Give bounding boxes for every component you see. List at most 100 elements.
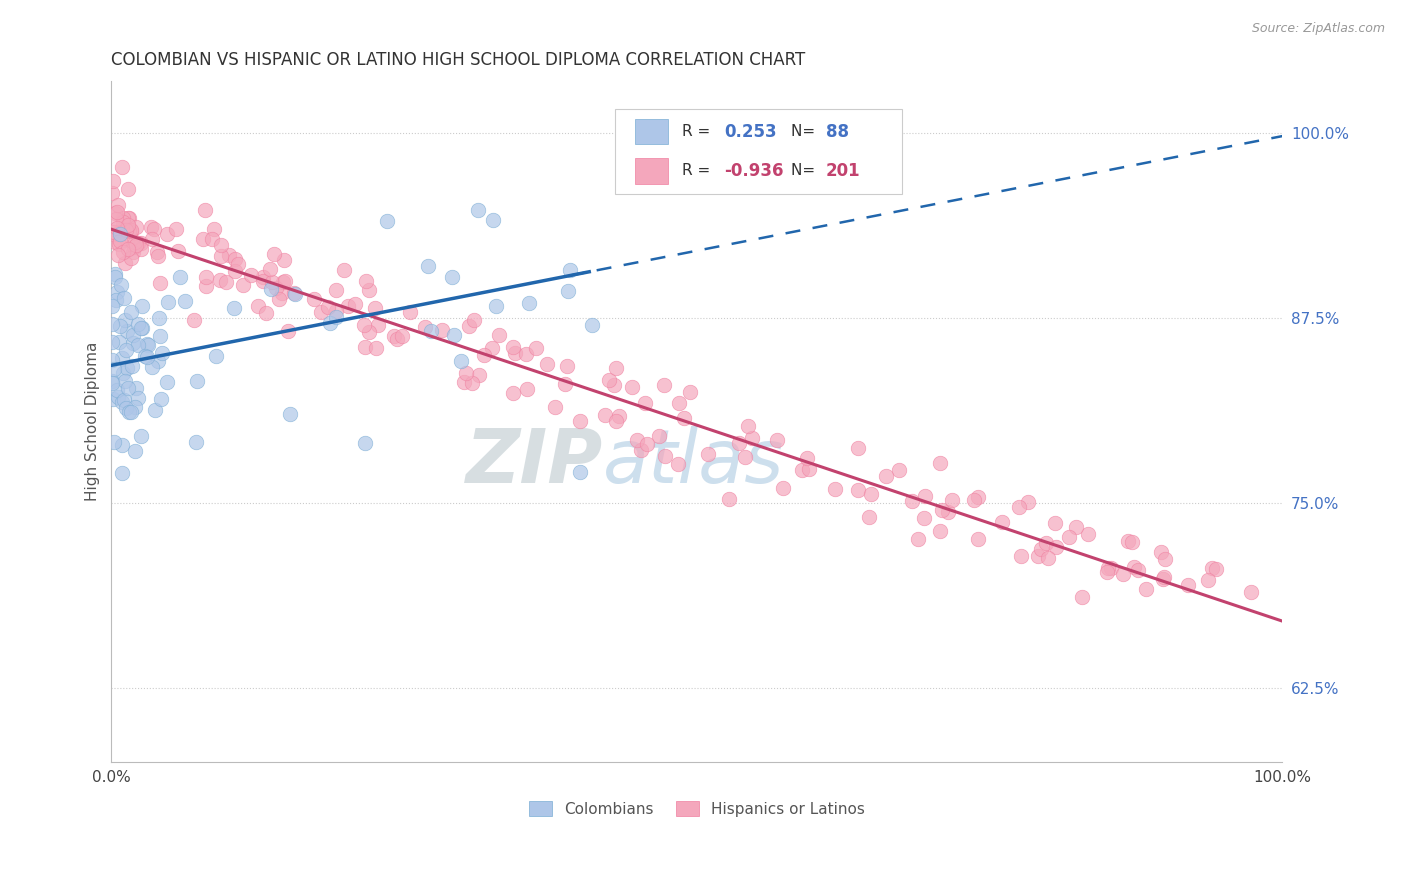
Point: [105, 205, 128, 219]
Point: [125, 220, 148, 235]
Point: [453, 375, 475, 389]
Point: [117, 242, 139, 256]
Point: [668, 396, 690, 410]
Text: 0.253: 0.253: [724, 122, 776, 141]
Point: [232, 277, 254, 292]
Point: [108, 318, 131, 333]
Point: [103, 392, 125, 407]
Point: [875, 469, 897, 483]
Point: [125, 381, 148, 395]
Point: [194, 278, 217, 293]
Point: [1064, 519, 1087, 533]
Point: [430, 323, 453, 337]
Point: [734, 450, 756, 464]
Point: [1150, 545, 1173, 559]
Point: [354, 274, 377, 288]
Point: [129, 429, 152, 443]
Text: Source: ZipAtlas.com: Source: ZipAtlas.com: [1251, 22, 1385, 36]
Point: [260, 276, 283, 290]
Point: [967, 491, 990, 505]
Point: [201, 232, 224, 246]
Point: [316, 300, 339, 314]
Point: [103, 225, 125, 239]
Point: [143, 403, 166, 417]
Point: [205, 349, 228, 363]
Point: [398, 305, 420, 319]
Point: [136, 338, 159, 352]
Point: [1045, 541, 1067, 555]
Point: [1153, 570, 1175, 584]
Point: [135, 351, 157, 365]
Point: [127, 338, 149, 352]
Point: [101, 299, 124, 313]
Point: [558, 263, 581, 277]
Point: [1135, 582, 1157, 596]
Point: [127, 236, 149, 251]
Point: [111, 215, 134, 229]
Point: [718, 491, 741, 506]
Point: [488, 328, 510, 343]
Point: [129, 321, 152, 335]
Text: N=: N=: [790, 124, 820, 139]
Point: [796, 451, 818, 466]
Point: [208, 272, 231, 286]
Point: [101, 186, 124, 201]
Point: [127, 391, 149, 405]
Point: [194, 269, 217, 284]
Point: [679, 385, 702, 400]
Point: [218, 248, 240, 262]
Point: [114, 343, 136, 358]
Point: [104, 205, 127, 219]
Point: [450, 354, 472, 368]
Point: [105, 293, 128, 308]
Point: [741, 432, 763, 446]
Point: [252, 269, 274, 284]
Point: [364, 301, 387, 316]
Point: [621, 380, 644, 394]
Point: [118, 211, 141, 225]
Text: 201: 201: [825, 161, 860, 179]
Point: [517, 296, 540, 310]
FancyBboxPatch shape: [636, 119, 668, 145]
Point: [413, 320, 436, 334]
Point: [165, 222, 187, 236]
Point: [607, 409, 630, 424]
Point: [115, 324, 138, 338]
Point: [1205, 562, 1227, 576]
Point: [259, 261, 281, 276]
Point: [129, 236, 152, 251]
Point: [122, 240, 145, 254]
Point: [118, 405, 141, 419]
Point: [728, 436, 751, 450]
Point: [117, 219, 139, 233]
Point: [568, 414, 591, 428]
Point: [1198, 573, 1220, 587]
Point: [319, 316, 342, 330]
Point: [1035, 536, 1057, 550]
Point: [278, 408, 301, 422]
Point: [603, 378, 626, 392]
Point: [112, 367, 135, 381]
Point: [1121, 535, 1143, 549]
Text: R =: R =: [682, 163, 714, 178]
Point: [120, 252, 142, 266]
Text: atlas: atlas: [603, 426, 785, 499]
Point: [766, 434, 789, 448]
Point: [150, 392, 173, 406]
Point: [1057, 530, 1080, 544]
Point: [131, 242, 153, 256]
Point: [108, 227, 131, 241]
Point: [931, 503, 953, 517]
Point: [226, 256, 249, 270]
Point: [737, 418, 759, 433]
Point: [503, 346, 526, 360]
Point: [382, 328, 405, 343]
Point: [1240, 585, 1263, 599]
Point: [967, 532, 990, 546]
Point: [224, 252, 246, 266]
Point: [963, 493, 986, 508]
Text: COLOMBIAN VS HISPANIC OR LATINO HIGH SCHOOL DIPLOMA CORRELATION CHART: COLOMBIAN VS HISPANIC OR LATINO HIGH SCH…: [111, 51, 806, 69]
Point: [111, 394, 134, 409]
Point: [120, 405, 142, 419]
Point: [103, 361, 125, 376]
